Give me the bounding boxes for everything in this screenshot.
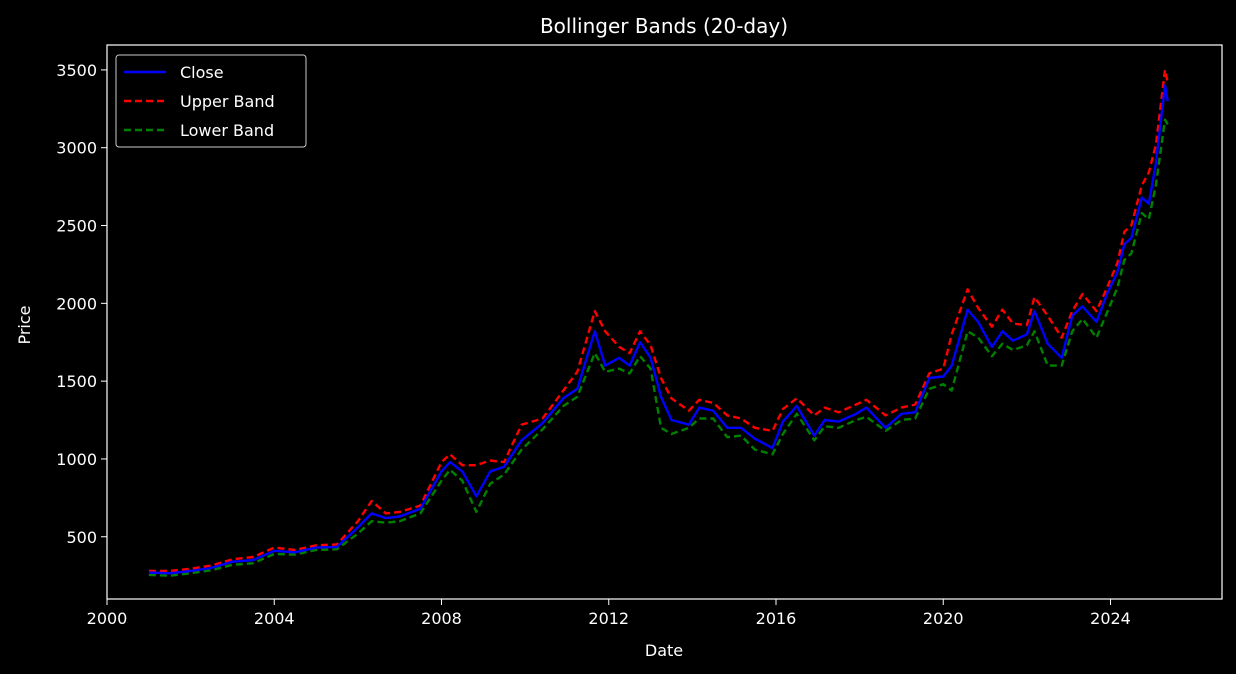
x-tick-label: 2012 (588, 609, 629, 628)
plot-frame (106, 44, 1223, 600)
series-line-0 (148, 84, 1169, 575)
legend-label: Close (180, 63, 224, 82)
x-tick-label: 2016 (756, 609, 797, 628)
x-tick-label: 2008 (421, 609, 462, 628)
y-tick-label: 2000 (56, 294, 97, 313)
y-tick-label: 1500 (56, 372, 97, 391)
legend: Close Upper Band Lower Band (115, 54, 307, 148)
x-axis: 2000 2004 2008 2012 2016 2020 2024 (87, 599, 1131, 628)
y-tick-label: 2500 (56, 217, 97, 236)
series-line-1 (148, 68, 1169, 573)
x-tick-label: 2024 (1090, 609, 1131, 628)
chart-title: Bollinger Bands (20-day) (540, 14, 788, 38)
x-tick-label: 2000 (87, 609, 128, 628)
series-line-2 (148, 118, 1169, 577)
legend-label: Lower Band (180, 121, 274, 140)
y-tick-label: 3000 (56, 139, 97, 158)
plot-area (106, 44, 1223, 600)
y-tick-label: 500 (66, 528, 97, 547)
y-axis-label: Price (15, 305, 34, 344)
y-tick-label: 1000 (56, 450, 97, 469)
series-layer (148, 68, 1169, 577)
x-tick-label: 2020 (923, 609, 964, 628)
x-tick-label: 2004 (254, 609, 295, 628)
legend-box (115, 54, 307, 148)
y-tick-label: 3500 (56, 61, 97, 80)
y-axis: 500 1000 1500 2000 2500 3000 3500 (56, 61, 107, 547)
legend-label: Upper Band (180, 92, 275, 111)
x-axis-label: Date (645, 641, 683, 660)
